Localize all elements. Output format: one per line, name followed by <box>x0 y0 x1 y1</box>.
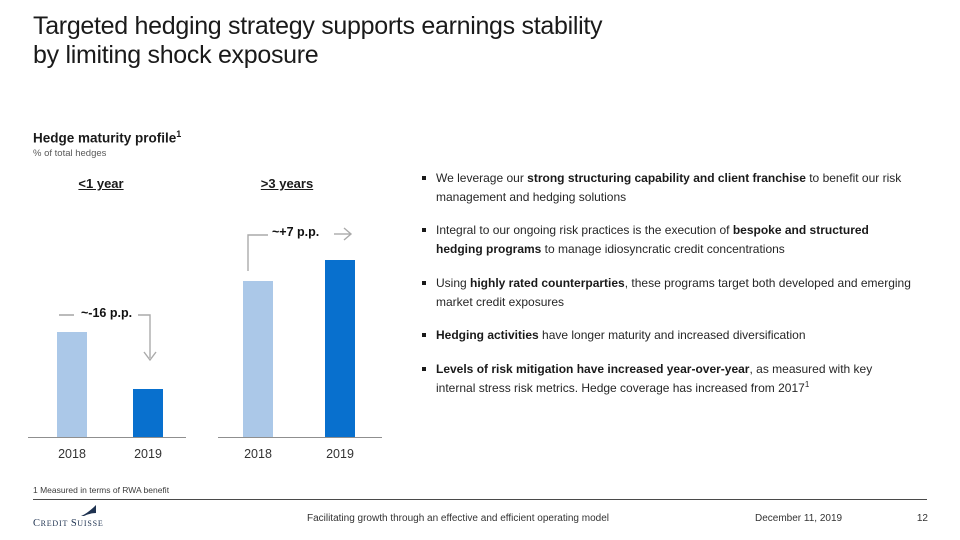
bullet-item: Levels of risk mitigation have increased… <box>420 360 912 397</box>
bar-over3years-2018 <box>243 281 273 437</box>
bar-over3years-2019 <box>325 260 355 437</box>
chart-subtitle: % of total hedges <box>33 148 107 159</box>
bullet-square-icon <box>422 367 426 372</box>
footer-tagline: Facilitating growth through an effective… <box>306 513 610 524</box>
x-axis-line-left-chart <box>28 437 186 438</box>
footnote: 1 Measured in terms of RWA benefit <box>33 485 170 495</box>
annotation-label-minus-16pp: ~-16 p.p. <box>81 306 133 320</box>
bullet-item: Hedging activities have longer maturity … <box>420 326 912 345</box>
bullet-square-icon <box>422 176 426 180</box>
bullet-item: Using highly rated counterparties, these… <box>420 274 912 311</box>
footer-date: December 11, 2019 <box>755 513 843 524</box>
footer-divider <box>33 499 927 500</box>
bullet-text: Levels of risk mitigation have increased… <box>436 362 873 395</box>
bar-under1year-2019 <box>133 389 163 437</box>
bullet-text: Using highly rated counterparties, these… <box>436 275 911 309</box>
credit-suisse-logo: CREDIT SUISSE <box>33 505 104 531</box>
annotation-label-plus-7pp: ~+7 p.p. <box>272 225 320 239</box>
chart-group-label-over-3-years: >3 years <box>260 176 314 191</box>
bar-under1year-2018 <box>57 332 87 437</box>
sail-icon <box>81 505 96 516</box>
annotation-dash <box>59 314 74 316</box>
bullet-text: Hedging activities have longer maturity … <box>436 328 806 343</box>
right-arrow-icon <box>334 227 353 241</box>
slide-title: Targeted hedging strategy supports earni… <box>33 12 603 70</box>
chart-group-label-under-1-year: <1 year <box>78 176 124 191</box>
tick-label-2018: 2018 <box>244 447 272 461</box>
bullet-square-icon <box>422 280 426 285</box>
tick-label-2018: 2018 <box>58 447 86 461</box>
chart-title: Hedge maturity profile1 <box>33 129 181 146</box>
bullet-item: We leverage our strong structuring capab… <box>420 169 912 206</box>
bullet-item: Integral to our ongoing risk practices i… <box>420 221 912 258</box>
down-arrow-icon <box>138 314 157 362</box>
tick-label-2019: 2019 <box>134 447 162 461</box>
bullet-text: We leverage our strong structuring capab… <box>436 171 902 204</box>
chart-title-footnote-ref: 1 <box>176 129 182 139</box>
bullet-text: Integral to our ongoing risk practices i… <box>436 223 869 257</box>
x-axis-line-right-chart <box>218 437 382 438</box>
bracket-line <box>247 234 268 271</box>
bullet-square-icon <box>422 228 426 233</box>
logo-text: C <box>33 518 41 529</box>
bullet-square-icon <box>422 333 426 338</box>
bullet-list: We leverage our strong structuring capab… <box>420 169 912 412</box>
tick-label-2019: 2019 <box>326 447 354 461</box>
chart-title-text: Hedge maturity profile <box>33 130 177 146</box>
page-number: 12 <box>916 513 928 524</box>
